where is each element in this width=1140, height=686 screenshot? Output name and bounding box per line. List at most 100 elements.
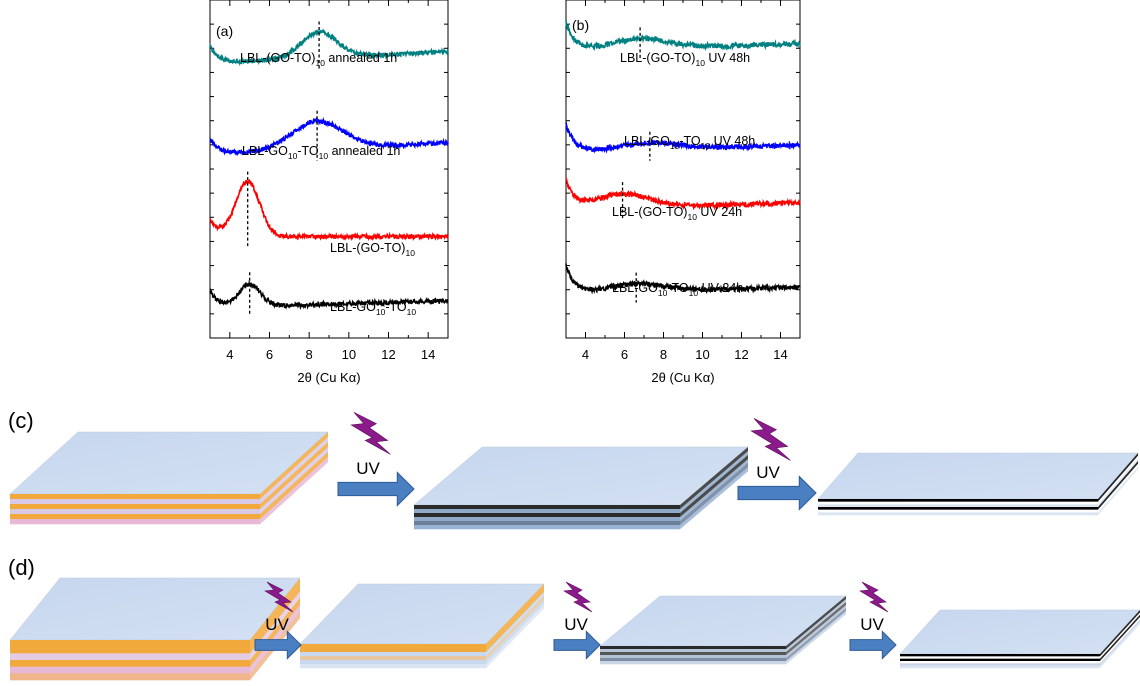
series-line (565, 263, 801, 295)
stack-layer-front (300, 656, 486, 661)
x-ticks-a: 4 6 8 10 12 14 (209, 0, 449, 362)
panel-tag-a: (a) (216, 23, 233, 39)
series-label: LBL-(GO-TO)10 annealed 1h (240, 51, 397, 68)
series-labels-b: LBL-GO10-TO10 UV 24h LBL-(GO-TO)10 UV 24h… (612, 51, 755, 298)
stack-layer-side (1098, 461, 1138, 510)
series-line (209, 116, 449, 157)
stack-layer-side (260, 457, 328, 525)
x-axis-label-b: 2θ (Cu Kα) (651, 370, 714, 385)
stack-layer-side (1100, 621, 1140, 669)
schematic-d: (d) UV UV UV (8, 555, 1140, 681)
x-tick-label-4: 4 (226, 347, 233, 362)
section-tag-d: (d) (8, 555, 35, 580)
uv-label: UV (860, 615, 884, 634)
stack-layer-front (10, 673, 250, 681)
stack-layer-front (818, 509, 1098, 513)
x-axis-label-a: 2θ (Cu Kα) (297, 370, 360, 385)
series-labels-a: LBL-GO10-TO10 LBL-(GO-TO)10 LBL-GO10-TO10 … (240, 51, 416, 317)
lightning-icon (264, 581, 294, 613)
x-tick-label-12: 12 (734, 347, 748, 362)
stack-layer-front (414, 505, 680, 510)
x-tick-label-12: 12 (381, 347, 395, 362)
stack-layer-side (786, 599, 846, 653)
stack-layer-front (818, 512, 1098, 516)
stack-layer-front (900, 658, 1100, 662)
arrow-icon (849, 630, 897, 660)
stack-layer-front (600, 649, 786, 653)
stack-layer-front (818, 507, 1098, 510)
layer-stack (413, 446, 749, 530)
stack-layer-front (10, 504, 260, 510)
stack-layer-front (10, 666, 250, 674)
stack-layer-front (414, 509, 680, 514)
stack-layer-side (680, 467, 748, 530)
stack-layer-front (10, 514, 260, 520)
stack-layer-front (10, 660, 250, 667)
arrow-icon (337, 471, 415, 507)
series-line (565, 121, 801, 154)
stack-layer-side (680, 463, 748, 526)
stack-layer-side (486, 592, 544, 657)
stack-layer-front (900, 656, 1100, 659)
panel-tag-b: (b) (572, 17, 589, 33)
stack-layer-side (260, 437, 328, 505)
stack-layer-side (486, 604, 544, 669)
stack-layer-front (818, 504, 1098, 508)
schematic-c: (c) UV UV (8, 408, 1139, 530)
stack-layer-side (680, 459, 748, 522)
stack-layer-side (1098, 463, 1138, 513)
stack-layer-side (486, 600, 544, 665)
stack-layer-front (300, 648, 486, 653)
stack-layer-side (1100, 619, 1140, 666)
stack-layer-front (600, 661, 786, 665)
stack-layer-side (680, 455, 748, 518)
stack-layer-front (600, 658, 786, 662)
layer-stack (9, 431, 329, 525)
layer-stack (899, 609, 1140, 669)
stack-layer-side (786, 602, 846, 656)
stack-layer-front (818, 499, 1098, 502)
stack-layer-front (10, 509, 260, 515)
stack-layer-front (414, 521, 680, 526)
stack-layer-side (1098, 466, 1138, 516)
stack-layer-side (1098, 453, 1138, 502)
lightning-icon (350, 412, 391, 455)
stack-layer-side (680, 451, 748, 514)
series-line (209, 178, 449, 242)
series-label: LBL-(GO-TO)10 UV 48h (620, 51, 750, 68)
section-tag-c: (c) (8, 408, 34, 433)
stack-layer-side (486, 584, 544, 649)
stack-layer-front (300, 664, 486, 669)
series-label: LBL-GO10-TO10 (330, 300, 416, 317)
stack-layer-front (900, 661, 1100, 664)
x-tick-label-14: 14 (773, 347, 787, 362)
stack-layer-side (486, 596, 544, 661)
stack-layer-side (250, 578, 300, 647)
series-line (565, 20, 801, 52)
stack-layer-side (1100, 614, 1140, 662)
x-tick-label-8: 8 (306, 347, 313, 362)
uv-label: UV (265, 615, 289, 634)
arrow-icon (737, 475, 817, 511)
layer-stack (599, 595, 847, 665)
series-line (565, 177, 801, 211)
stack-layer-front (10, 519, 260, 525)
series-label: LBL-GO10-TO10 UV 24h (612, 281, 743, 298)
layer-stack (817, 452, 1139, 516)
uv-label: UV (756, 463, 780, 482)
series-lines-b (565, 20, 801, 303)
stack-layer-side (680, 447, 748, 510)
stack-layer-side (1100, 617, 1140, 664)
stack-top (899, 609, 1140, 655)
series-lines-a (209, 21, 449, 317)
stack-layer-front (10, 494, 260, 500)
stack-top (9, 577, 301, 641)
stack-layer-side (1100, 612, 1140, 659)
stack-layer-side (786, 608, 846, 662)
stack-layer-side (786, 596, 846, 650)
stack-layer-front (300, 660, 486, 665)
stack-layer-front (10, 640, 250, 647)
stack-layer-front (600, 655, 786, 659)
stack-layer-side (260, 452, 328, 520)
stack-layer-side (260, 432, 328, 500)
